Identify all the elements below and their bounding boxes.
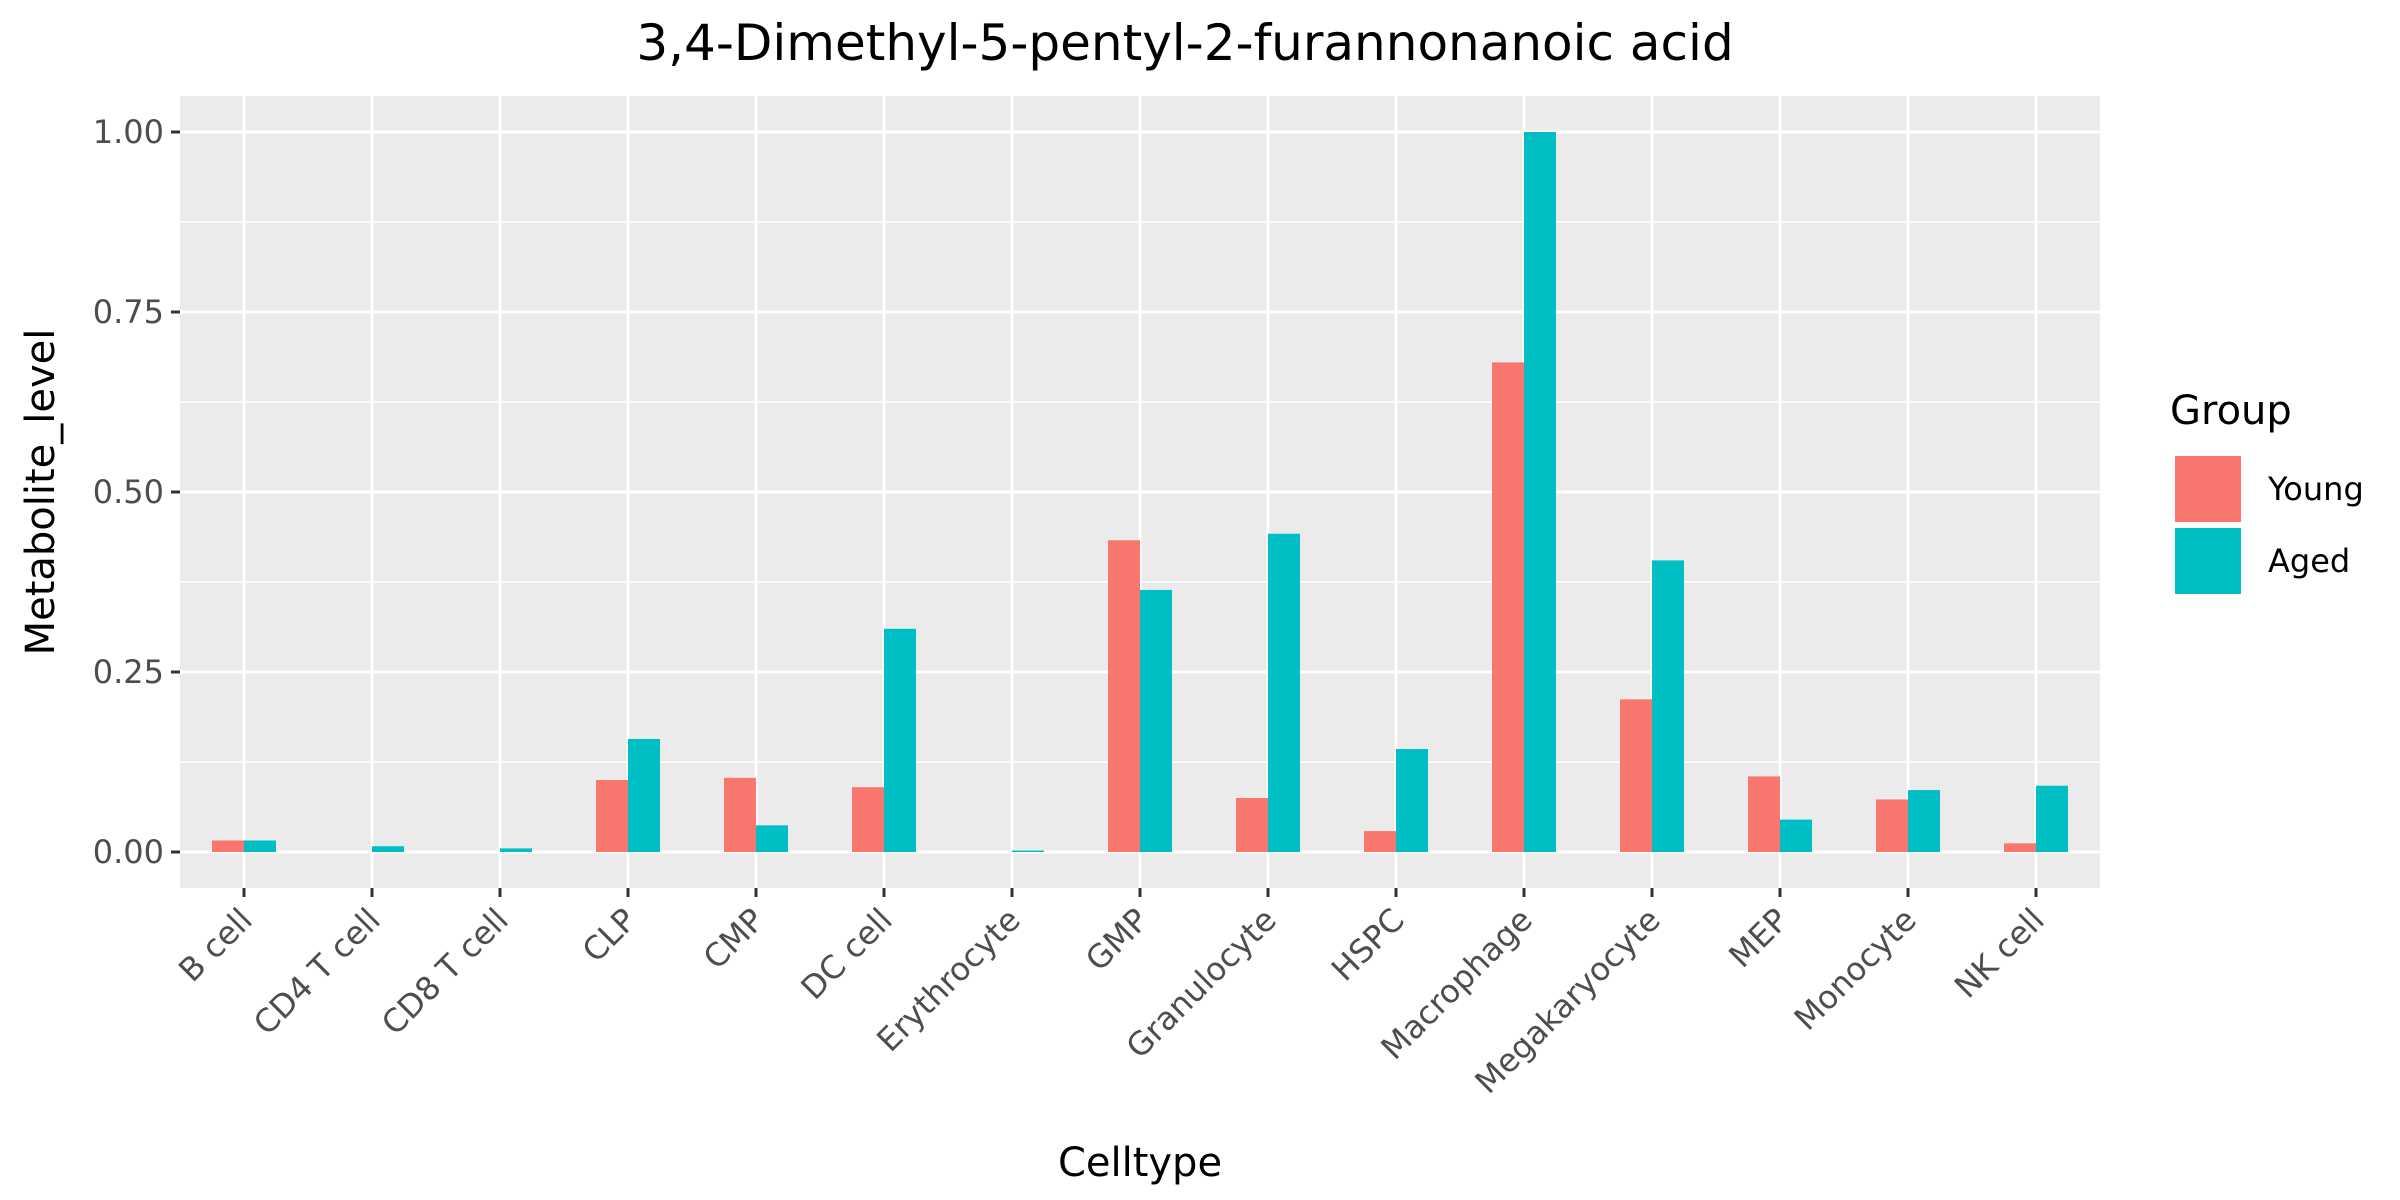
x-tick-label: Monocyte: [1787, 901, 1924, 1038]
legend-label-aged: Aged: [2268, 542, 2350, 580]
bar-young: [1236, 798, 1268, 852]
bar-young: [2004, 843, 2036, 852]
bar-aged: [2036, 785, 2068, 852]
legend: Group Young Aged: [2170, 388, 2364, 594]
y-tick-label: 0.50: [93, 473, 164, 511]
bar-young: [1748, 776, 1780, 852]
y-axis: 0.00 0.25 0.50 0.75 1.00: [93, 113, 180, 871]
bar-aged: [1140, 589, 1172, 852]
bar-young: [1620, 699, 1652, 852]
y-tick-label: 0.25: [93, 653, 164, 691]
x-tick-label: CMP: [696, 901, 772, 977]
bar-young: [724, 777, 756, 852]
legend-label-young: Young: [2267, 470, 2364, 508]
x-tick-label: MEP: [1721, 901, 1795, 975]
y-tick-label: 0.75: [93, 293, 164, 331]
legend-items: Young Aged: [2175, 456, 2364, 594]
x-tick-label: B cell: [171, 901, 260, 990]
bar-aged: [500, 848, 532, 852]
bar-aged: [1396, 749, 1428, 852]
bar-aged: [1012, 850, 1044, 852]
bars: [212, 132, 2068, 852]
x-tick-label: CLP: [575, 901, 644, 970]
y-tick-label: 1.00: [93, 113, 164, 151]
bar-aged: [1908, 790, 1940, 852]
bar-young: [1108, 540, 1140, 852]
bar-young: [212, 840, 244, 852]
bar-aged: [244, 840, 276, 852]
bar-aged: [628, 738, 660, 852]
x-tick-label: NK cell: [1947, 901, 2052, 1006]
y-tick-label: 0.00: [93, 833, 164, 871]
legend-key-young: [2175, 456, 2241, 522]
bar-young: [1492, 362, 1524, 852]
x-axis-title: Celltype: [1058, 1140, 1222, 1186]
x-tick-label: CD8 T cell: [374, 901, 516, 1043]
y-axis-title: Metabolite_level: [18, 329, 64, 656]
x-tick-label: CD4 T cell: [246, 901, 388, 1043]
bar-young: [596, 780, 628, 852]
bar-aged: [1268, 533, 1300, 852]
legend-title: Group: [2170, 388, 2292, 434]
bar-young: [1876, 799, 1908, 852]
bar-aged: [1780, 819, 1812, 852]
legend-key-aged: [2175, 528, 2241, 594]
chart-title: 3,4-Dimethyl-5-pentyl-2-furannonanoic ac…: [636, 14, 1733, 72]
x-tick-label: GMP: [1078, 901, 1156, 979]
x-tick-label: HSPC: [1324, 901, 1412, 989]
bar-aged: [372, 846, 404, 852]
bar-aged: [1652, 560, 1684, 852]
bar-aged: [884, 628, 916, 852]
bar-aged: [1524, 132, 1556, 852]
x-tick-label: DC cell: [793, 901, 899, 1007]
bar-aged: [756, 825, 788, 852]
bar-young: [1364, 831, 1396, 852]
bar-young: [852, 787, 884, 852]
